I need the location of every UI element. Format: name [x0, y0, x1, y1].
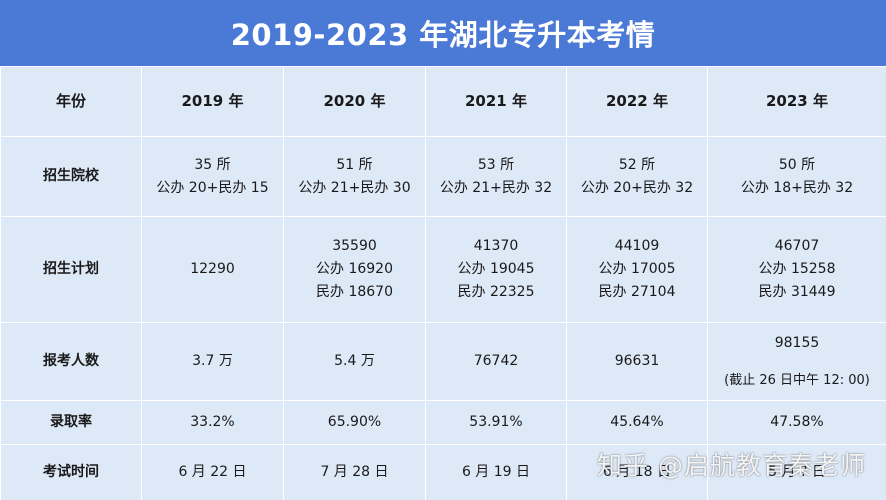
- cell-line: 公办 19045: [457, 261, 535, 277]
- cell-rate-2020: 65.90%: [283, 400, 426, 445]
- row-label-applicants: 报考人数: [0, 322, 142, 401]
- cell-plan-2020: 35590 公办 16920 民办 18670: [283, 216, 426, 323]
- table-row-admission-rate: 录取率 33.2% 65.90% 53.91% 45.64% 47.58%: [0, 400, 886, 445]
- row-label-admission-rate: 录取率: [0, 400, 142, 445]
- table-row-exam-date: 考试时间 6 月 22 日 7 月 28 日 6 月 19 日 6 月 18 日…: [0, 444, 886, 500]
- cell-schools-2019: 35 所 公办 20+民办 15: [141, 136, 284, 217]
- cell-line: 53 所: [477, 156, 515, 173]
- cell-line: 52 所: [618, 156, 656, 173]
- cell-rate-2022: 45.64%: [566, 400, 708, 445]
- cell-applicants-2022: 96631: [566, 322, 708, 401]
- cell-plan-2022: 44109 公办 17005 民办 27104: [566, 216, 708, 323]
- table-row-plan: 招生计划 12290 35590 公办 16920 民办 18670 41370…: [0, 216, 886, 323]
- cell-line: 公办 21+民办 32: [439, 179, 553, 196]
- cell-applicants-2021: 76742: [425, 322, 567, 401]
- cell-date-2023: 5 月 ? 日: [707, 444, 886, 500]
- cell-line: 公办 17005: [598, 261, 676, 277]
- cutoff-note: (截止 26 日中午 12: 00): [724, 372, 870, 388]
- cell-schools-2022: 52 所 公办 20+民办 32: [566, 136, 708, 217]
- row-label-plan: 招生计划: [0, 216, 142, 323]
- cell-schools-2020: 51 所 公办 21+民办 30: [283, 136, 426, 217]
- header-year-2023: 2023 年: [707, 66, 886, 137]
- cell-line: 12290: [190, 261, 235, 277]
- cell-plan-2023: 46707 公办 15258 民办 31449: [707, 216, 886, 323]
- cell-date-2021: 6 月 19 日: [425, 444, 567, 500]
- cell-schools-2021: 53 所 公办 21+民办 32: [425, 136, 567, 217]
- cell-line: 公办 15258: [758, 261, 836, 277]
- page-title: 2019-2023 年湖北专升本考情: [0, 0, 886, 66]
- cell-line: 民办 18670: [316, 284, 393, 300]
- cell-schools-2023: 50 所 公办 18+民办 32: [707, 136, 886, 217]
- cell-date-2019: 6 月 22 日: [141, 444, 284, 500]
- table-row-schools: 招生院校 35 所 公办 20+民办 15 51 所 公办 21+民办 30 5…: [0, 136, 886, 217]
- cell-line: 公办 20+民办 15: [156, 179, 269, 196]
- cell-line: 41370: [473, 238, 519, 254]
- row-label-schools: 招生院校: [0, 136, 142, 217]
- cell-line: 50 所: [778, 156, 816, 173]
- cell-line: 3.7 万: [192, 353, 233, 369]
- cell-plan-2021: 41370 公办 19045 民办 22325: [425, 216, 567, 323]
- cell-applicants-2020: 5.4 万: [283, 322, 426, 401]
- header-year-2019: 2019 年: [141, 66, 284, 137]
- cell-line: 35 所: [194, 156, 231, 173]
- cell-line: 公办 18+民办 32: [740, 179, 854, 196]
- cell-applicants-2023: 98155 (截止 26 日中午 12: 00): [707, 322, 886, 401]
- table-header-row: 年份 2019 年 2020 年 2021 年 2022 年 2023 年: [0, 66, 886, 137]
- cell-line: 35590: [332, 238, 377, 254]
- header-year-2021: 2021 年: [425, 66, 567, 137]
- exam-stats-table: 年份 2019 年 2020 年 2021 年 2022 年 2023 年 招生…: [0, 66, 886, 500]
- cell-rate-2021: 53.91%: [425, 400, 567, 445]
- cell-line: 98155: [774, 334, 820, 351]
- cell-line: 51 所: [336, 156, 373, 173]
- cell-applicants-2019: 3.7 万: [141, 322, 284, 401]
- header-year-2020: 2020 年: [283, 66, 426, 137]
- cell-line: 44109: [614, 238, 660, 254]
- cell-rate-2023: 47.58%: [707, 400, 886, 445]
- cell-line: 公办 16920: [316, 261, 393, 277]
- cell-line: 民办 31449: [758, 284, 836, 300]
- cell-line: 46707: [774, 238, 820, 254]
- cell-date-2020: 7 月 28 日: [283, 444, 426, 500]
- header-year-2022: 2022 年: [566, 66, 708, 137]
- cell-date-2022: 6 月 18 日: [566, 444, 708, 500]
- cell-line: 公办 21+民办 30: [298, 179, 411, 196]
- cell-line: 76742: [473, 353, 519, 369]
- cell-line: 民办 22325: [457, 284, 535, 300]
- cell-rate-2019: 33.2%: [141, 400, 284, 445]
- row-label-exam-date: 考试时间: [0, 444, 142, 500]
- cell-plan-2019: 12290: [141, 216, 284, 323]
- table-row-applicants: 报考人数 3.7 万 5.4 万 76742 96631 98155 (截止 2…: [0, 322, 886, 401]
- cell-line: 5.4 万: [334, 353, 375, 369]
- cell-line: 公办 20+民办 32: [580, 179, 694, 196]
- cell-line: 民办 27104: [598, 284, 676, 300]
- cell-line: 96631: [614, 353, 660, 369]
- header-year-label: 年份: [0, 66, 142, 137]
